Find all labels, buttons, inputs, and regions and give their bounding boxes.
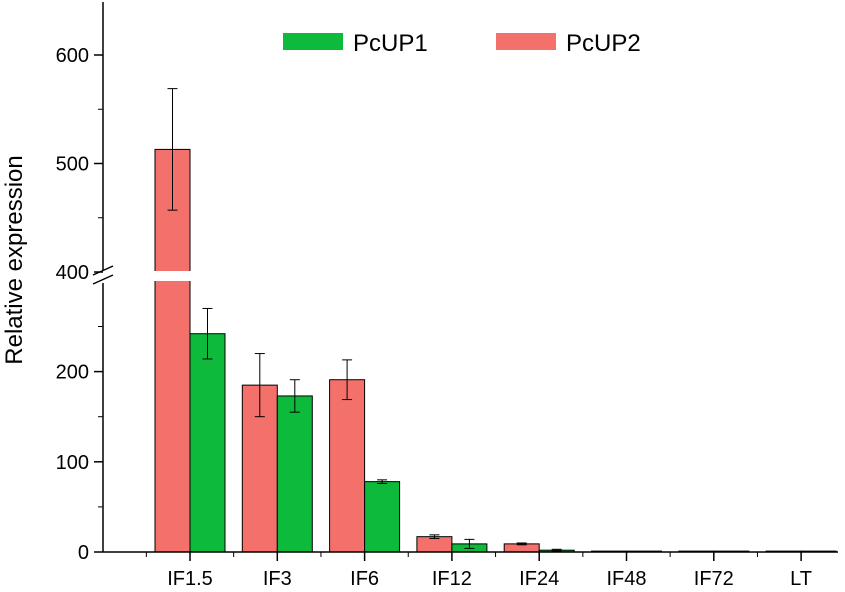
bar-PcUP1-IF1.5 [189, 333, 226, 553]
x-tick-label-IF6: IF6 [350, 568, 379, 590]
y-axis-break-mark-2 [92, 274, 114, 285]
error-bar-PcUP2-IF1.5 [167, 88, 178, 211]
x-tick-label-IF1.5: IF1.5 [167, 568, 213, 590]
y-tick-label-600: 600 [56, 45, 89, 67]
bar-PcUP2-IF1.5 [154, 148, 191, 553]
series-PcUP1 [189, 333, 837, 553]
bar-PcUP2-IF6 [329, 379, 366, 553]
y-tick-label-200: 200 [56, 362, 89, 384]
legend-label-PcUP1: PcUP1 [353, 30, 428, 57]
y-tick-label-100: 100 [56, 452, 89, 474]
y-axis-break-mark-1 [92, 265, 114, 276]
error-bar-PcUP2-IF12 [429, 534, 440, 539]
legend-swatch-PcUP2 [496, 33, 556, 50]
x-tick-label-IF12: IF12 [432, 568, 472, 590]
y-tick-label-500: 500 [56, 154, 89, 176]
x-tick-label-IF24: IF24 [519, 568, 559, 590]
bars-layer [140, 148, 837, 553]
x-tick-label-IF3: IF3 [263, 568, 292, 590]
error-bar-PcUP1-IF12 [464, 538, 475, 549]
axis-break-gap [140, 271, 260, 281]
legend-item-PcUP2: PcUP2 [496, 30, 641, 57]
bar-PcUP1-IF6 [364, 481, 401, 553]
y-axis-title: Relative expression [1, 155, 28, 364]
legend-swatch-PcUP1 [283, 33, 343, 50]
error-bar-PcUP1-IF1.5 [202, 307, 213, 360]
x-tick-label-LT: LT [790, 568, 812, 590]
bar-PcUP1-IF3 [276, 395, 313, 553]
error-bar-PcUP2-IF6 [342, 359, 353, 401]
error-bar-PcUP1-IF24 [551, 548, 562, 552]
legend-item-PcUP1: PcUP1 [283, 30, 428, 57]
legend: PcUP1 PcUP2 [283, 30, 641, 57]
error-bars-layer [167, 88, 562, 552]
error-bar-PcUP1-IF6 [377, 479, 388, 484]
x-tick-label-IF72: IF72 [694, 568, 734, 590]
x-tick-label-IF48: IF48 [606, 568, 646, 590]
y-tick-label-0: 0 [78, 542, 89, 564]
error-bar-PcUP1-IF3 [289, 379, 300, 413]
series-PcUP2 [154, 148, 802, 553]
error-bar-PcUP2-IF3 [254, 353, 265, 418]
y-tick-label-400: 400 [56, 262, 89, 284]
legend-label-PcUP2: PcUP2 [566, 30, 641, 57]
error-bar-PcUP2-IF24 [516, 542, 527, 546]
